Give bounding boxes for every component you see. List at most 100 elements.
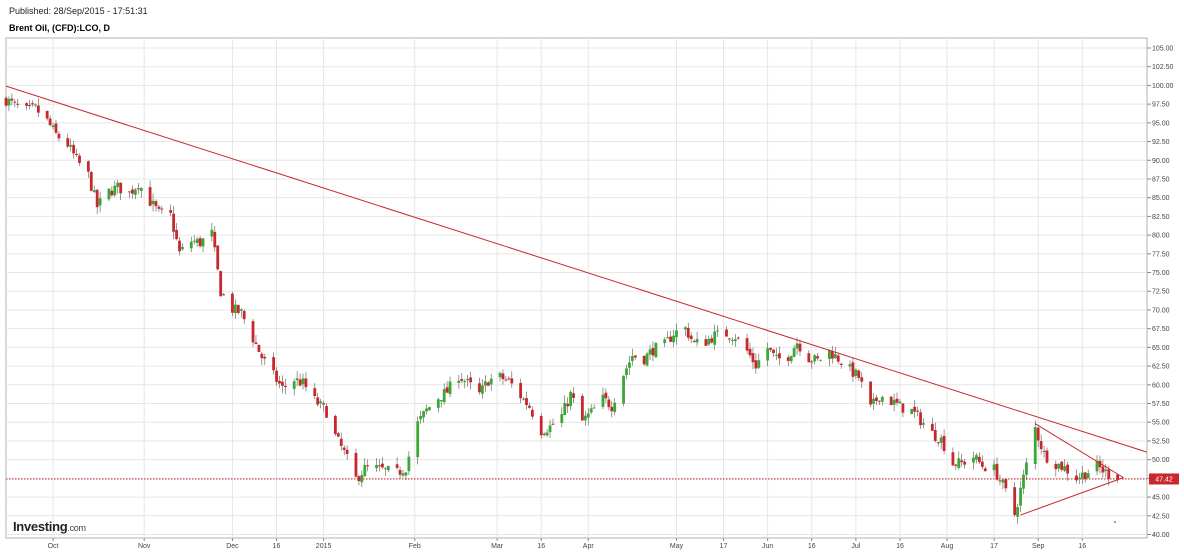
candle-body [281,381,284,386]
candle-body [239,309,243,311]
candle-body [1075,475,1078,481]
y-tick-label: 77.50 [1152,251,1170,258]
x-tick-label: Apr [583,543,595,550]
candle-body [360,475,364,483]
candle-body [398,469,402,475]
candle-body [745,338,749,351]
candle-body [683,327,687,330]
candle-body [154,201,158,207]
candle-body [110,190,114,196]
candle-body [654,343,658,358]
instrument-title: Brent Oil, (CFD):LCO, D [9,23,110,33]
candle-body [530,409,534,417]
candle-body [772,349,775,353]
candle-body [1063,466,1067,471]
candle-body [542,433,546,435]
candle-body [378,465,381,467]
candle-body [551,423,555,425]
candle-body [75,153,78,155]
candle-body [460,379,464,381]
candle-body [675,330,678,338]
candle-body [528,405,531,408]
candle-body [1022,474,1025,489]
y-tick-label: 62.50 [1152,364,1170,371]
y-tick-label: 92.50 [1152,139,1170,146]
candle-body [416,421,420,458]
candle-body [222,294,226,296]
candle-body [980,461,984,467]
candle-body [57,133,61,139]
candle-body [419,415,423,420]
y-tick-label: 87.50 [1152,176,1170,183]
candle-body [86,161,90,172]
candle-body [66,138,70,147]
candle-body [645,353,649,366]
candle-body [336,433,340,437]
candle-body [519,382,523,399]
candle-body [439,400,443,402]
candle-body [1101,466,1105,473]
candle-body [610,406,614,412]
candle-body [131,189,134,194]
candle-body [666,337,670,339]
candle-body [1083,472,1087,480]
x-tick-label: Nov [138,543,151,550]
candle-body [963,461,967,465]
y-tick-label: 42.50 [1152,513,1170,520]
candle-body [278,380,281,384]
candle-body [663,339,667,344]
candle-body [272,357,276,371]
candle-body [448,381,452,395]
candle-body [860,377,864,382]
candle-body [316,397,320,405]
candle-body [357,476,361,482]
candle-body [298,379,302,386]
candle-body [898,401,902,404]
candle-body [116,182,120,188]
candle-body [648,349,652,355]
candle-body [1098,460,1102,468]
x-tick-label: 16 [537,543,545,550]
candle-body [478,383,481,393]
logo-text: Investing [13,519,68,534]
candle-body [933,429,937,441]
y-tick-label: 82.50 [1152,214,1170,221]
candle-body [975,455,978,460]
candle-body [789,356,793,362]
candle-body [1019,487,1022,506]
candle-body [572,393,575,398]
candle-body [319,401,323,404]
candle-body [569,391,573,407]
candle-body [383,468,387,470]
candle-body [4,97,8,106]
trendlines [5,85,1148,516]
candle-body [916,410,920,412]
x-tick-label: 17 [990,543,998,550]
candle-body [942,435,946,451]
candle-body [172,213,176,232]
candle-body [1107,469,1111,479]
candle-body [869,381,872,405]
candle-body [139,187,143,191]
candle-body [751,353,755,363]
y-tick-label: 102.50 [1152,64,1174,71]
candle-body [292,381,296,389]
candle-body [16,103,20,105]
candle-body [816,356,820,359]
candle-body [486,382,490,386]
candle-body [607,399,611,408]
candle-body [366,465,370,467]
candle-body [930,423,934,431]
candle-body [254,342,258,344]
y-tick-label: 40.00 [1152,532,1170,539]
candle-body [901,403,905,413]
candle-body [522,398,525,400]
candle-body [195,239,199,243]
candle-body [304,378,308,388]
candle-body [592,407,596,409]
investing-logo[interactable]: Investing.com [13,519,86,534]
candle-body [836,355,840,362]
y-tick-label: 85.00 [1152,195,1170,202]
candle-body [395,464,399,468]
y-tick-label: 80.00 [1152,233,1170,240]
